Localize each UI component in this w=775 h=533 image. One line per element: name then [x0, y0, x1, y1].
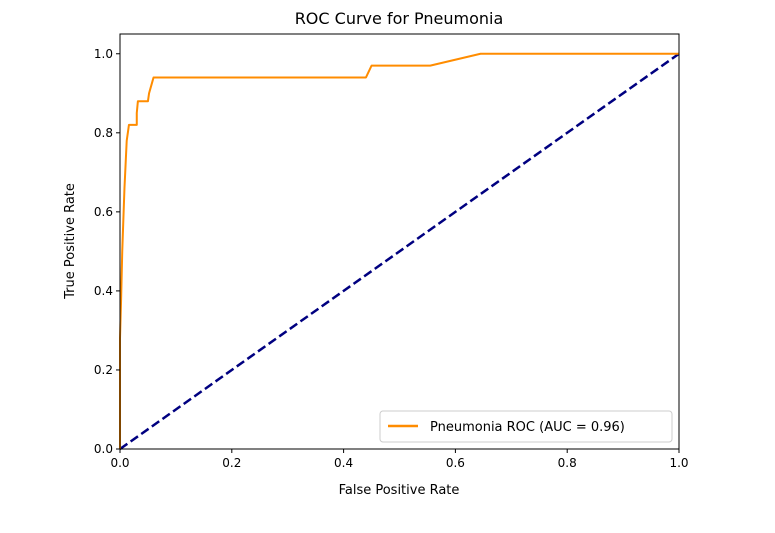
- legend-box: [379, 410, 673, 443]
- y-tick-label: 0.6: [94, 205, 113, 219]
- x-tick-label: 0.6: [446, 456, 465, 470]
- y-tick-label: 1.0: [94, 47, 113, 61]
- legend: Pneumonia ROC (AUC = 0.96): [379, 410, 673, 443]
- x-tick-label: 0.8: [558, 456, 577, 470]
- chance-diagonal-line: [119, 52, 680, 451]
- x-tick-label: 0.2: [222, 456, 241, 470]
- y-axis: 0.0 0.2 0.4 0.6 0.8 1.0: [94, 47, 120, 456]
- plot-area: [119, 52, 680, 451]
- x-tick-label: 1.0: [669, 456, 688, 470]
- legend-label: Pneumonia ROC (AUC = 0.96): [430, 420, 625, 435]
- y-tick-label: 0.0: [94, 442, 113, 456]
- chart-title: ROC Curve for Pneumonia: [295, 9, 504, 28]
- x-tick-label: 0.4: [334, 456, 353, 470]
- y-tick-label: 0.4: [94, 284, 113, 298]
- y-axis-label: True Positive Rate: [63, 183, 78, 300]
- y-tick-label: 0.8: [94, 126, 113, 140]
- x-axis: 0.0 0.2 0.4 0.6 0.8 1.0: [110, 449, 689, 470]
- roc-curve-line: [119, 52, 679, 449]
- x-tick-label: 0.0: [110, 456, 129, 470]
- y-tick-label: 0.2: [94, 363, 113, 377]
- plot-frame: [119, 33, 680, 450]
- x-axis-label: False Positive Rate: [339, 483, 460, 498]
